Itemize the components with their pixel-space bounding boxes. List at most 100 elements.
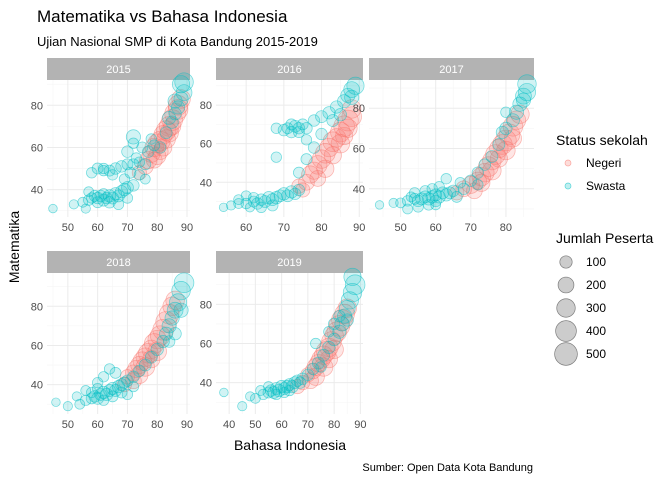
data-point <box>343 267 362 286</box>
data-point <box>472 179 484 191</box>
data-point <box>323 326 335 338</box>
data-point <box>300 122 313 135</box>
facet-panel-2019: 2019 40 50 60 70 80 90 40 60 80 <box>200 251 367 431</box>
x-tick-label: 80 <box>151 222 163 234</box>
series-swasta <box>374 74 537 215</box>
data-point <box>337 298 357 318</box>
data-point <box>309 170 327 187</box>
legend-key-swasta-dot <box>564 182 572 190</box>
data-point <box>454 177 466 189</box>
data-point <box>341 106 362 127</box>
data-point <box>495 125 509 139</box>
series-swasta <box>218 76 365 213</box>
data-point <box>162 110 177 125</box>
data-point <box>517 83 536 102</box>
data-point <box>307 114 321 127</box>
data-point <box>489 149 508 168</box>
data-point <box>310 337 322 350</box>
data-point <box>106 169 119 181</box>
data-point <box>495 129 517 152</box>
data-point <box>86 386 98 399</box>
data-point <box>219 387 229 398</box>
data-point <box>103 196 116 209</box>
data-point <box>485 150 499 163</box>
data-point <box>330 100 344 114</box>
x-tick-label: 50 <box>394 222 406 234</box>
data-point <box>478 158 491 171</box>
x-tick-label: 70 <box>278 222 290 234</box>
legend-size-key <box>556 298 576 318</box>
data-point <box>436 186 450 200</box>
data-point <box>270 122 282 134</box>
data-point <box>300 134 313 146</box>
y-tick-label: 80 <box>31 100 43 112</box>
data-point <box>121 145 134 158</box>
data-point <box>98 371 110 383</box>
data-point <box>402 195 414 207</box>
x-tick-label: 80 <box>328 419 340 431</box>
data-point <box>343 81 360 98</box>
facet-strip-label: 2018 <box>106 257 130 269</box>
data-point <box>139 158 152 171</box>
data-point <box>121 192 134 204</box>
data-point <box>133 169 145 181</box>
data-point <box>515 92 531 108</box>
facet-panel-2017: 2017 50 60 70 80 40 60 80 <box>353 58 537 234</box>
data-point <box>62 401 73 412</box>
data-point <box>496 140 516 161</box>
data-point <box>315 110 328 123</box>
facet-panel-2015: 2015 50 60 70 80 90 40 60 80 <box>31 58 194 234</box>
data-point <box>412 201 424 213</box>
x-tick-label: 40 <box>223 419 235 431</box>
data-point <box>169 293 188 312</box>
legend-key-negeri-dot <box>564 159 572 167</box>
data-point <box>173 91 189 107</box>
x-tick-label: 80 <box>151 419 163 431</box>
data-point <box>340 291 359 310</box>
data-point <box>340 313 354 327</box>
x-tick-label: 50 <box>62 419 74 431</box>
data-point <box>270 151 282 163</box>
data-point <box>244 202 255 213</box>
data-point <box>80 203 91 214</box>
data-point <box>293 166 305 179</box>
data-point <box>426 183 438 195</box>
facet-strip-label: 2019 <box>277 257 301 269</box>
data-point <box>450 190 463 203</box>
data-point <box>333 309 346 323</box>
data-point <box>165 290 185 311</box>
data-point <box>130 152 142 164</box>
legend-size-key <box>555 320 577 342</box>
data-point <box>127 380 139 393</box>
legend-size: Jumlah Peserta 100 200 300 400 500 <box>554 230 653 366</box>
x-tick-label: 80 <box>500 222 512 234</box>
data-point <box>51 397 61 407</box>
legend-size-label: 500 <box>586 347 606 361</box>
x-tick-label: 90 <box>354 419 366 431</box>
data-point <box>124 166 137 179</box>
series-negeri <box>291 99 362 198</box>
legend-label-swasta: Swasta <box>586 179 626 193</box>
legend-size-label: 400 <box>586 324 606 338</box>
facet-panel-2018: 2018 50 60 70 80 90 40 60 80 <box>31 251 195 431</box>
data-point <box>323 146 342 165</box>
y-tick-label: 40 <box>200 378 212 390</box>
x-tick-label: 60 <box>430 222 442 234</box>
legend-size-key <box>557 276 575 294</box>
data-point <box>255 385 266 396</box>
data-point <box>307 141 321 154</box>
x-tick-label: 70 <box>121 419 133 431</box>
data-point <box>273 189 287 203</box>
data-point <box>443 186 457 200</box>
data-point <box>92 377 104 389</box>
data-point <box>103 363 116 375</box>
data-point <box>112 198 125 210</box>
series-swasta <box>48 72 194 214</box>
data-point <box>86 167 98 179</box>
data-point <box>145 133 157 145</box>
data-point <box>174 72 194 92</box>
data-point <box>433 181 445 193</box>
data-point <box>159 126 173 140</box>
data-point <box>322 340 336 354</box>
